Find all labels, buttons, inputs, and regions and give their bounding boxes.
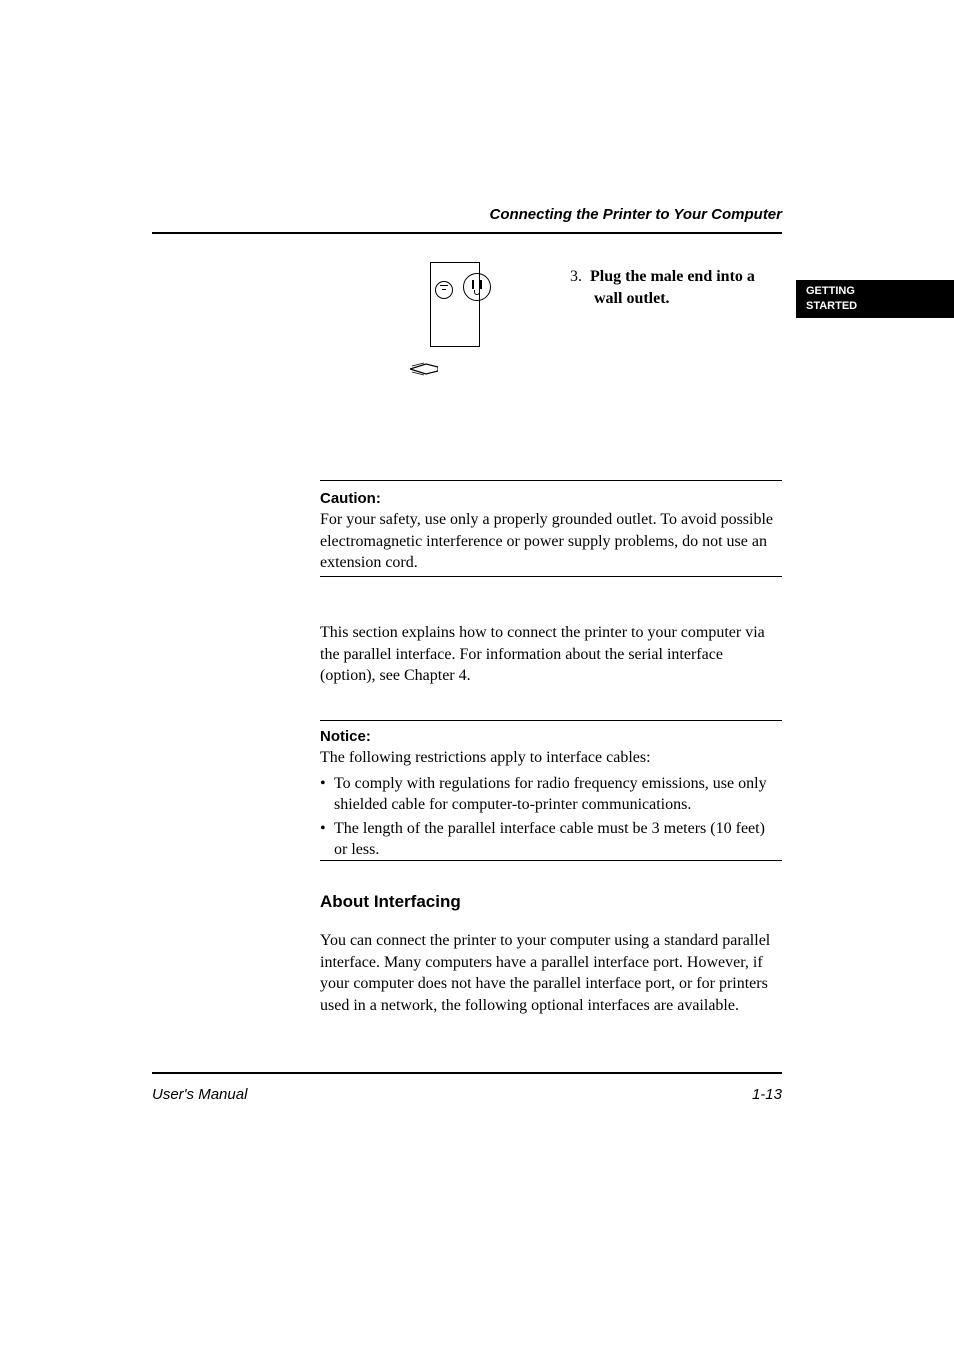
footer-page-number: 1-13 [752,1086,782,1103]
header-rule [152,232,782,234]
list-item: To comply with regulations for radio fre… [320,773,782,816]
ground-bars-icon [440,285,448,295]
tab-line-1: GETTING [806,284,954,299]
ground-pin-icon [474,290,480,295]
footer-manual-title: User's Manual [152,1086,247,1103]
tab-line-2: STARTED [806,299,954,314]
list-item: The length of the parallel interface cab… [320,818,782,861]
about-interfacing-text: You can connect the printer to your comp… [320,930,782,1016]
caution-text: For your safety, use only a properly gro… [320,509,782,574]
caution-label: Caution: [320,490,782,507]
notice-lead: The following restrictions apply to inte… [320,747,782,769]
footer-rule [152,1072,782,1074]
notice-rule-top [320,720,782,721]
section-tab: GETTING STARTED [796,280,954,318]
socket-icon [463,273,491,301]
notice-block: Notice: The following restrictions apply… [320,728,782,863]
step-text-line1: Plug the male end into a [590,268,755,285]
plug-icon [410,362,438,374]
step-number: 3. [570,266,590,288]
outlet-box-icon [430,262,480,347]
caution-rule-bottom [320,576,782,577]
notice-rule-bottom [320,860,782,861]
slot-left-icon [472,280,474,289]
notice-label: Notice: [320,728,782,745]
step-3: 3.Plug the male end into a wall outlet. [570,266,770,309]
slot-right-icon [480,280,482,289]
notice-list: To comply with regulations for radio fre… [320,773,782,861]
caution-block: Caution: For your safety, use only a pro… [320,490,782,574]
running-head: Connecting the Printer to Your Computer [489,206,782,223]
about-interfacing-heading: About Interfacing [320,892,461,912]
caution-rule-top [320,480,782,481]
manual-page: Connecting the Printer to Your Computer … [0,0,954,1351]
wall-outlet-figure [410,262,490,382]
step-text-line2: wall outlet. [594,288,770,310]
section-intro: This section explains how to connect the… [320,622,782,687]
